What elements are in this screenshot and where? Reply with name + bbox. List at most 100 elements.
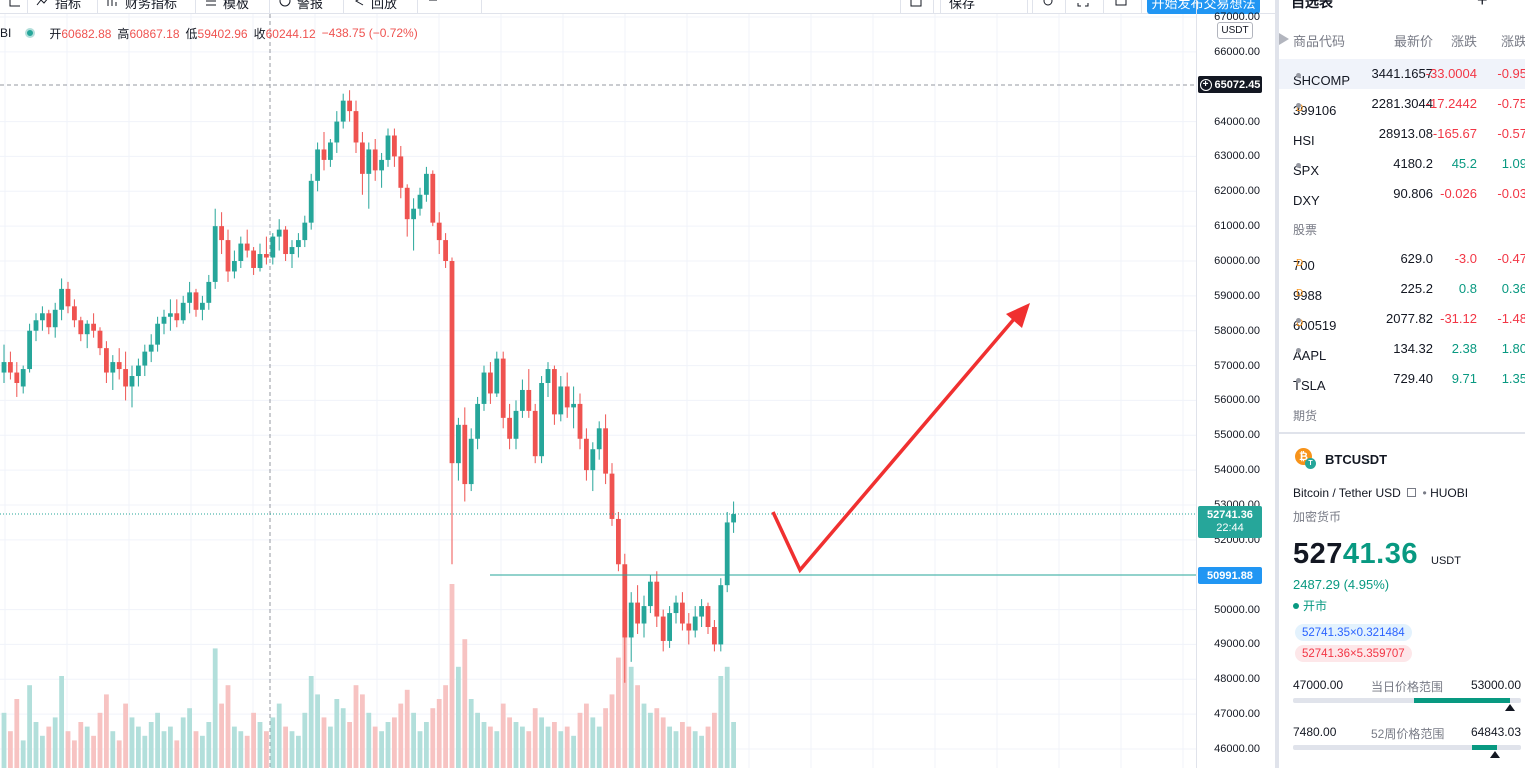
candle-body [712,627,717,645]
horizontal-line-price-label: 50991.88 [1198,567,1262,584]
candle-body [443,240,448,261]
layout-button[interactable] [900,0,934,14]
details-description-text: Bitcoin / Tether USD [1293,486,1401,500]
header-symbol[interactable]: 商品代码 [1293,34,1346,49]
volume-bar [27,685,32,768]
candle-body [65,288,71,307]
watchlist-row-9988[interactable]: 9988 D 225.2 0.8 0.36 [1279,274,1525,304]
templates-button[interactable]: 模板 [196,0,270,14]
price-chart[interactable] [0,0,1196,768]
section-stocks[interactable]: 股票 [1293,223,1318,237]
alert-icon [278,0,292,11]
header-last[interactable]: 最新价 [1393,34,1433,49]
watchlist-row-spx[interactable]: SPX 4180.2 45.2 1.09 [1279,149,1525,179]
volume-bar [46,726,52,768]
close-value: 60244.12 [265,26,316,41]
candle-body [174,313,180,321]
price-tick: 64000.00 [1214,115,1260,128]
candle-body [571,403,576,408]
price-tick: 49000.00 [1214,638,1260,651]
toolbar-cut-button[interactable] [0,0,28,14]
candle-body [494,358,500,394]
candle-body [104,348,109,373]
financials-button[interactable]: 财务指标 [98,0,196,14]
volume-bar [545,726,551,768]
indicators-button[interactable]: 指标 [28,0,98,14]
price-tick: 48000.00 [1214,673,1260,686]
watchlist-row-600519[interactable]: 600519 D 2077.82 -31.12 -1.48 [1279,304,1525,334]
candle-body [603,428,608,474]
row-last: 134.32 [1393,341,1433,356]
watchlist-row-tsla[interactable]: TSLA 729.40 9.71 1.35 [1279,364,1525,394]
candle-body [161,316,167,324]
volume-bar [123,703,128,768]
volume-bar [488,726,493,768]
price-axis[interactable]: 67000.00 66000.00 64000.00 63000.00 62000.00… [1196,0,1274,768]
watchlist-row-aapl[interactable]: AAPL 134.32 2.38 1.80 [1279,334,1525,364]
volume-bar [481,722,487,768]
volume-bar [564,726,570,768]
candle-body [296,240,301,248]
flag-icon[interactable] [1279,33,1289,45]
candle-body [366,149,372,174]
publish-idea-button[interactable]: 开始发布交易想法 [1147,0,1260,14]
watchlist-row-399106[interactable]: 399106 D 2281.3044 -17.2442 -0.75 [1279,89,1525,119]
volume-bar [724,666,730,768]
watchlist-row-hsi[interactable]: HSI 28913.08 -165.67 -0.57 [1279,119,1525,149]
volume-bar [494,731,500,768]
row-change: -0.026 [1440,186,1477,201]
candle-body [558,386,564,415]
settings-button[interactable] [1032,0,1066,14]
status-dot-icon [1296,103,1301,108]
volume-bar [584,703,589,768]
more-dots-icon[interactable]: ··· [1505,0,1519,6]
volume-bar [302,712,308,768]
candle-body [321,149,327,160]
candle-body [1,362,7,373]
candle-body [302,222,308,241]
volume-bar [270,717,276,768]
row-change: -33.0004 [1425,66,1477,81]
replay-button[interactable]: 回放 [344,0,418,14]
price-tick: 58000.00 [1214,324,1260,337]
snapshot-button[interactable] [1106,0,1142,14]
header-change-pct[interactable]: 涨跌 [1500,34,1525,49]
status-dot-icon [1293,602,1299,609]
volume-bar [520,726,525,768]
details-symbol[interactable]: BTCUSDT [1325,452,1388,467]
header-change[interactable]: 涨跌 [1450,34,1477,49]
delay-badge: D [1296,288,1304,299]
volume-bar [129,717,135,768]
save-layout-button[interactable]: 保存 [940,0,1028,14]
candle-body [526,389,532,411]
candle-body [155,323,160,345]
volume-bar [699,735,704,768]
currency-tag[interactable]: USDT [1217,22,1253,39]
watchlist-title[interactable]: 自选表 [1291,0,1333,10]
price-tick: 47000.00 [1214,708,1260,721]
row-last: 629.0 [1400,251,1433,266]
row-change-pct: 1.80 [1501,341,1525,356]
fullscreen-button[interactable] [1068,0,1104,14]
candle-body [276,229,282,237]
volume-bar [155,712,160,768]
watchlist-row-700[interactable]: 700 D 629.0 -3.0 -0.47 [1279,244,1525,274]
volume-bar [116,740,122,768]
candle-body [238,243,244,261]
external-link-icon[interactable] [1407,488,1417,497]
year-range-track [1293,745,1521,750]
undo-redo-button[interactable] [418,0,482,14]
add-symbol-plus-icon[interactable]: + [1477,0,1488,10]
volume-bar [321,717,327,768]
open-label: 开 [49,26,62,41]
candle-body [84,323,90,335]
watchlist-row-shcomp[interactable]: SHCOMP 3441.1657 -33.0004 -0.95 [1279,59,1525,89]
row-change: -165.67 [1432,126,1477,141]
year-range-label: 52周价格范围 [1371,727,1445,741]
save-layout-label: 保存 [949,0,976,11]
alert-button[interactable]: 警报 [270,0,344,14]
section-futures[interactable]: 期货 [1293,409,1318,423]
watchlist-row-dxy[interactable]: DXY 90.806 -0.026 -0.03 [1279,179,1525,209]
add-plus-icon[interactable]: + [1199,78,1212,91]
candle-body [283,229,288,255]
